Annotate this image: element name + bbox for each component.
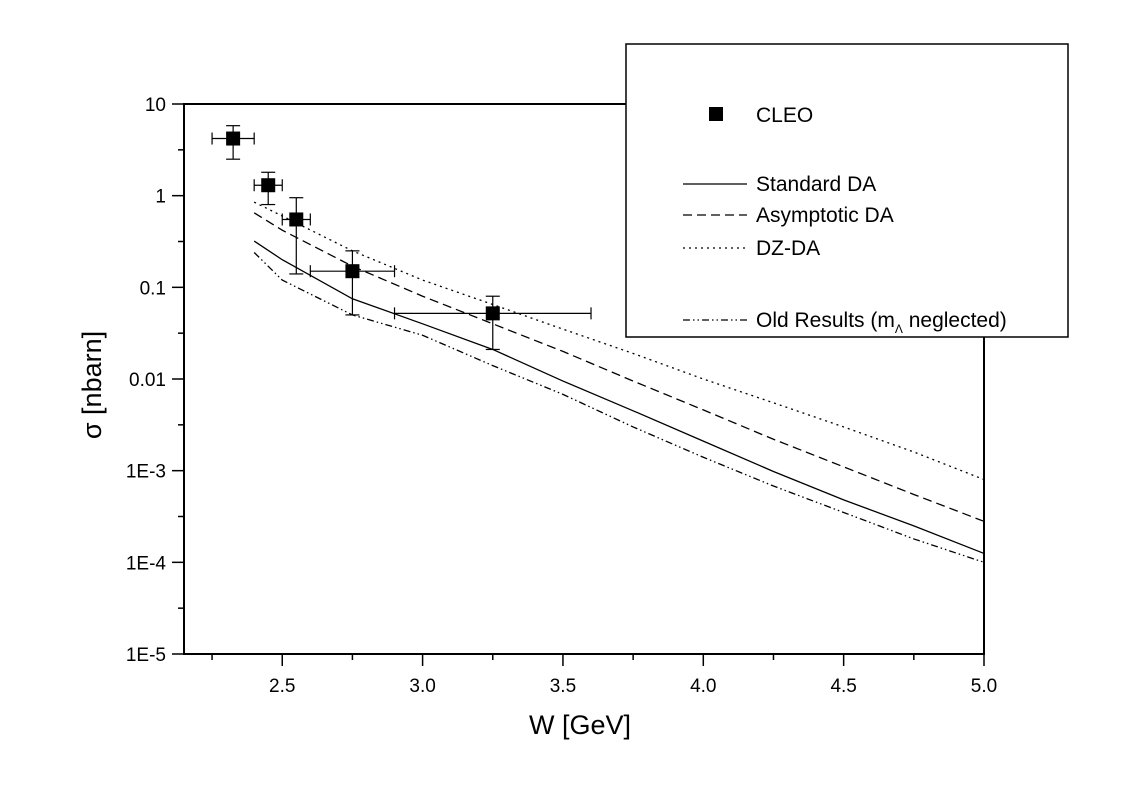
x-tick-label: 4.5 xyxy=(830,676,856,697)
legend-label-4: Old Results (mΛ neglected) xyxy=(756,309,1007,336)
axis-ticks xyxy=(172,103,985,666)
y-tick-label: 1E-5 xyxy=(126,645,166,666)
square-marker xyxy=(485,306,500,321)
legend-square-marker xyxy=(709,107,723,121)
square-marker xyxy=(345,264,360,279)
y-tick-label: 0.1 xyxy=(140,278,166,299)
axis-tick-labels: 2.5 3.0 3.5 4.0 4.5 5.0 10 1 0.1 0.01 1E-3 1E-4 1E-5 xyxy=(126,95,997,697)
y-tick-label: 1 xyxy=(155,187,166,208)
x-tick-label: 2.5 xyxy=(269,676,295,697)
y-tick-label: 1E-4 xyxy=(126,553,167,574)
x-tick-label: 3.5 xyxy=(550,676,576,697)
cleo-point-3 xyxy=(281,197,311,275)
legend-subscript: Λ xyxy=(895,322,903,336)
model-curves xyxy=(253,201,985,563)
legend-entry-4: Old Results (mΛ neglected) xyxy=(683,309,1007,336)
y-tick-label: 1E-3 xyxy=(126,462,166,483)
legend-label-2: Asymptotic DA xyxy=(756,204,894,227)
x-tick-label: 4.0 xyxy=(690,676,716,697)
legend-label-cleo: CLEO xyxy=(756,104,813,127)
series-line-1 xyxy=(253,240,985,555)
series-line-3 xyxy=(253,201,985,481)
x-tick-label: 5.0 xyxy=(971,676,997,697)
y-tick-label: 0.01 xyxy=(129,370,166,391)
legend-label-suffix: neglected) xyxy=(903,309,1007,332)
legend-entry-3: DZ-DA xyxy=(683,237,820,260)
cleo-point-5 xyxy=(393,295,592,351)
legend-label-1: Standard DA xyxy=(756,173,876,196)
y-axis-title: σ [nbarn] xyxy=(77,331,107,439)
legend-entry-cleo: CLEO xyxy=(709,104,813,127)
series-line-4 xyxy=(253,252,985,563)
cleo-point-4 xyxy=(309,250,396,316)
legend-entry-1: Standard DA xyxy=(683,173,876,196)
square-marker xyxy=(261,178,276,193)
square-marker xyxy=(226,131,241,146)
series-line-2 xyxy=(253,212,985,522)
legend-entry-2: Asymptotic DA xyxy=(683,204,894,227)
y-tick-label: 10 xyxy=(145,95,166,116)
cleo-point-2 xyxy=(253,171,283,206)
cleo-point-1 xyxy=(211,125,255,160)
x-axis-title: W [GeV] xyxy=(529,710,631,740)
legend: CLEO Standard DA Asymptotic DA DZ-DA Old Res… xyxy=(625,43,1069,338)
legend-box xyxy=(625,43,1069,338)
square-marker xyxy=(289,212,304,227)
x-tick-label: 3.0 xyxy=(409,676,435,697)
cleo-data-points xyxy=(211,125,592,351)
legend-label-3: DZ-DA xyxy=(756,237,820,260)
